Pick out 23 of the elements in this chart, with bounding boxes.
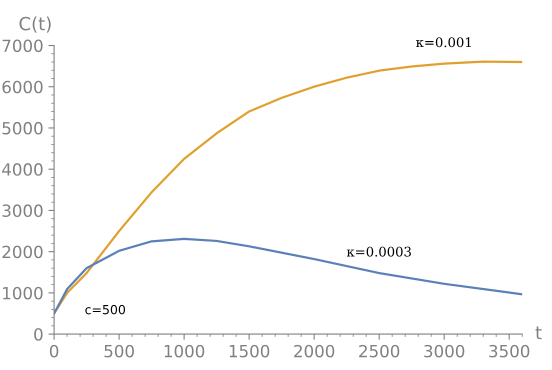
annotation: c=500 <box>85 304 126 314</box>
x-tick-label: 0 <box>50 344 58 358</box>
line-series <box>54 60 522 315</box>
series-label: κ=0.001 <box>416 37 471 48</box>
series-label: κ=0.0003 <box>346 246 411 257</box>
y-tick-label: 4000 <box>2 163 43 176</box>
y-tick-label: 1000 <box>3 286 43 300</box>
x-tick-label: 3000 <box>424 344 464 358</box>
x-tick-label: 1000 <box>164 344 204 358</box>
x-tick-label: 2000 <box>294 344 334 358</box>
x-tick-label: 2500 <box>359 344 400 358</box>
y-tick-label: 2000 <box>2 246 43 258</box>
x-axis-title: t <box>536 326 542 340</box>
y-axis-title: C(t) <box>19 16 51 33</box>
x-tick-label: 3500 <box>489 344 530 358</box>
x-tick-label: 500 <box>104 344 134 358</box>
line-series <box>54 238 522 315</box>
y-tick-label: 7000 <box>2 39 43 52</box>
y-tick-label: 0 <box>34 328 43 341</box>
y-tick-label: 6000 <box>2 80 43 94</box>
x-tick-label: 1500 <box>230 344 270 358</box>
y-tick-label: 5000 <box>2 122 43 135</box>
y-tick-label: 3000 <box>2 204 43 217</box>
